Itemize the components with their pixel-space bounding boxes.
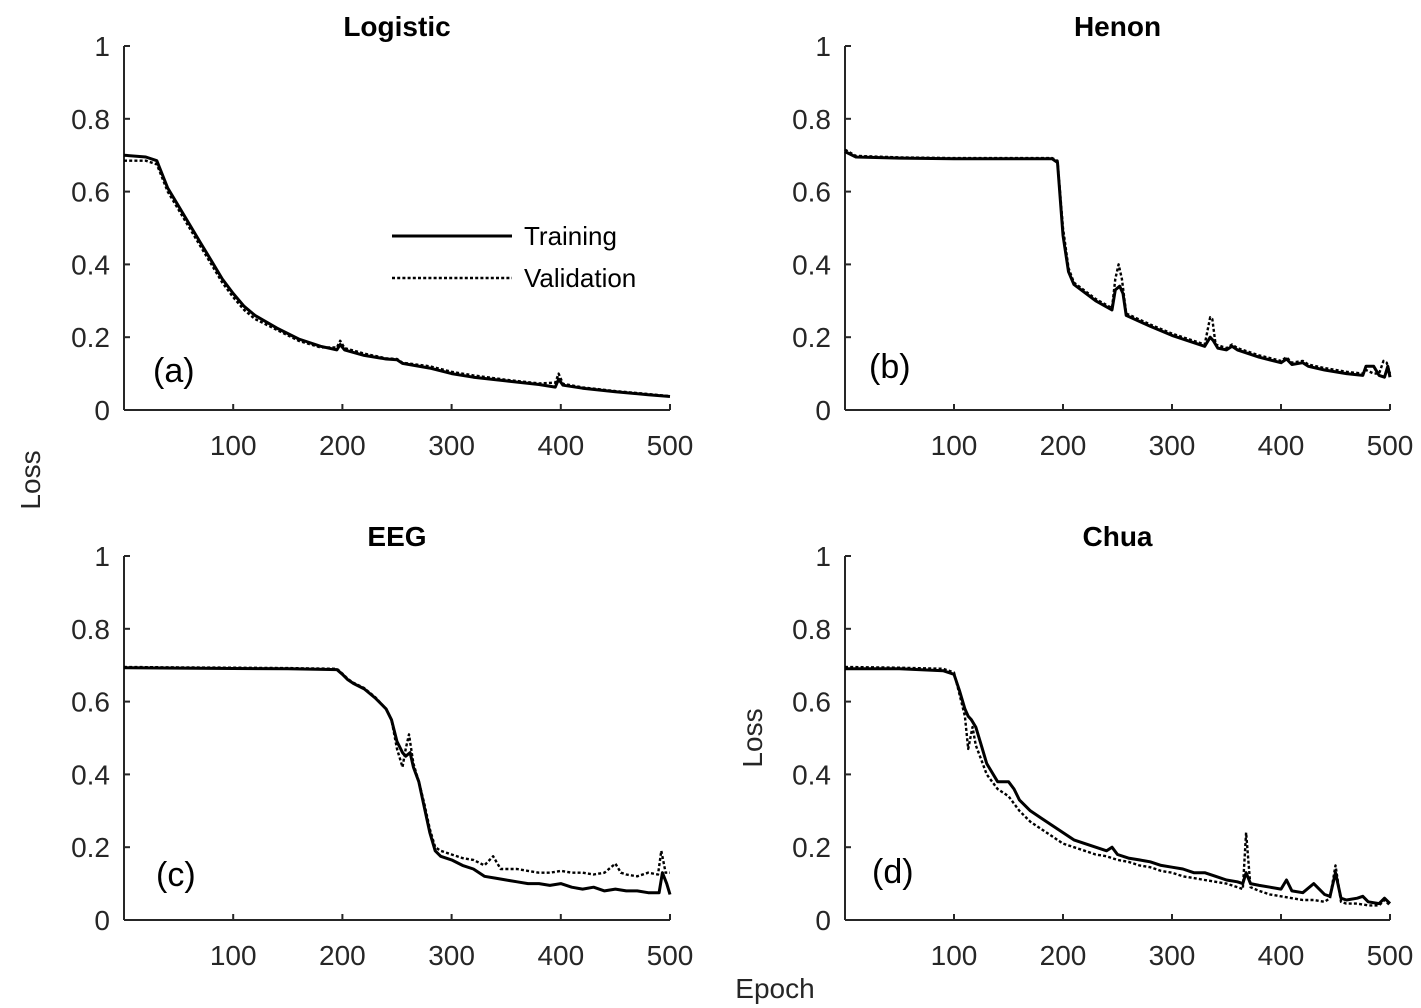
series-line-validation: [124, 159, 671, 398]
panel-eeg: EEG 0 0.2 0.4 0.6 0.8 1 100 200 300 400 500 (c): [71, 521, 693, 971]
x-tick-label: 200: [319, 940, 366, 971]
y-tick-label: 0: [815, 395, 831, 426]
panel-title: Logistic: [343, 11, 450, 42]
panel-henon: Henon 0 0.2 0.4 0.6 0.8 1 100 200 300 400 500 (b): [792, 11, 1413, 461]
legend-label-validation: Validation: [524, 263, 636, 293]
y-tick-label: 0.6: [71, 177, 110, 208]
y-tick-label: 1: [815, 31, 831, 62]
x-tick-label: 200: [1040, 430, 1087, 461]
x-tick-label: 500: [1367, 940, 1414, 971]
shared-xlabel: Epoch: [735, 973, 814, 1004]
x-tick-label: 300: [428, 940, 475, 971]
x-tick-label: 500: [647, 940, 694, 971]
y-tick-label: 0.4: [71, 249, 110, 280]
x-tick-label: 100: [931, 940, 978, 971]
y-tick-label: 0.4: [792, 759, 831, 790]
panel-letter: (b): [869, 348, 911, 386]
x-tick-label: 200: [319, 430, 366, 461]
y-tick-label: 1: [94, 31, 110, 62]
y-tick-label: 1: [94, 541, 110, 572]
panel-letter: (c): [156, 856, 196, 894]
x-tick-label: 400: [537, 430, 584, 461]
series-line-training: [845, 667, 1392, 906]
series-line-training: [844, 150, 1392, 379]
x-tick-label: 500: [1367, 430, 1414, 461]
y-tick-label: 0.8: [792, 104, 831, 135]
y-tick-label: 0.2: [71, 322, 110, 353]
panel-ylabel: Loss: [737, 708, 768, 767]
y-tick-label: 0.2: [792, 322, 831, 353]
panel-logistic: Logistic 0 0.2 0.4 0.6 0.8 1 100 200 300 400 500 (a)…: [71, 11, 693, 461]
x-tick-label: 300: [428, 430, 475, 461]
y-tick-label: 0.8: [71, 614, 110, 645]
x-tick-label: 100: [210, 430, 257, 461]
y-tick-label: 0: [94, 905, 110, 936]
y-tick-label: 0.6: [71, 687, 110, 718]
y-tick-label: 0.6: [792, 687, 831, 718]
panel-title: EEG: [367, 521, 426, 552]
x-tick-label: 400: [537, 940, 584, 971]
x-tick-label: 400: [1258, 940, 1305, 971]
series-line-training: [123, 666, 672, 895]
series-line-validation: [844, 665, 1391, 907]
y-tick-label: 0.8: [792, 614, 831, 645]
x-tick-label: 200: [1040, 940, 1087, 971]
x-tick-label: 100: [210, 940, 257, 971]
y-tick-label: 0: [94, 395, 110, 426]
y-tick-label: 0.2: [71, 832, 110, 863]
x-tick-label: 500: [647, 430, 694, 461]
panel-title: Chua: [1083, 521, 1153, 552]
series-line-validation: [123, 665, 670, 878]
y-tick-label: 0.4: [71, 759, 110, 790]
series-line-validation: [844, 148, 1392, 375]
y-tick-label: 1: [815, 541, 831, 572]
y-tick-label: 0.2: [792, 832, 831, 863]
legend-label-training: Training: [524, 221, 617, 251]
x-tick-label: 100: [931, 430, 978, 461]
panel-letter: (a): [153, 352, 195, 390]
y-tick-label: 0: [815, 905, 831, 936]
legend: Training Validation: [392, 221, 636, 293]
y-tick-label: 0.6: [792, 177, 831, 208]
x-tick-label: 300: [1149, 940, 1196, 971]
panel-title: Henon: [1074, 11, 1161, 42]
y-tick-label: 0.8: [71, 104, 110, 135]
x-tick-label: 400: [1258, 430, 1305, 461]
x-tick-label: 300: [1149, 430, 1196, 461]
shared-ylabel: Loss: [15, 450, 46, 509]
series-line-training: [123, 153, 671, 398]
panel-letter: (d): [872, 853, 914, 891]
y-tick-label: 0.4: [792, 249, 831, 280]
panel-chua: Chua 0 0.2 0.4 0.6 0.8 1 100 200 300 400 500 Loss (d): [737, 521, 1413, 971]
